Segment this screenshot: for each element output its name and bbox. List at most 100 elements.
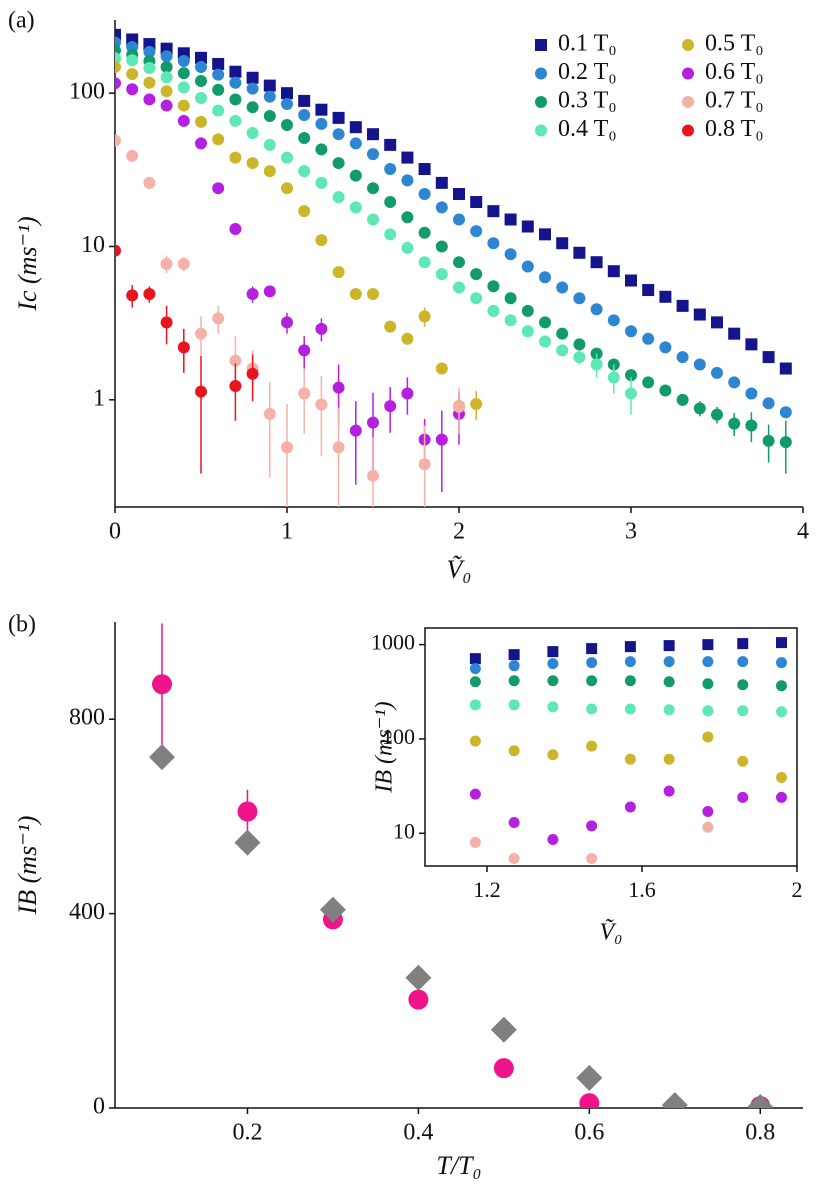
marker-circle [586,657,598,669]
marker-circle [160,316,173,329]
marker-circle [160,257,173,270]
y-tick-label: 1 [93,385,105,411]
x-tick-label: 2 [792,877,803,902]
marker-circle [590,358,603,371]
marker-circle [177,67,190,80]
x-tick-label: 0.4 [403,1120,433,1146]
marker-circle [143,176,156,189]
marker-circle [315,234,328,247]
marker-circle [776,657,787,669]
legend-label: 0.5 T₀ [705,31,764,57]
marker-circle [160,61,173,74]
marker-square [659,290,672,303]
marker-circle [579,1093,600,1108]
marker-square [625,274,637,287]
marker-diamond [661,1092,688,1108]
marker-circle [195,91,207,104]
marker-square [547,646,559,658]
marker-circle [115,244,121,257]
marker-circle [367,469,379,482]
marker-circle [115,52,121,65]
marker-circle [573,338,586,351]
legend-label: 0.1 T₀ [558,31,617,57]
y-axis-label: IB (ms⁻¹) [372,701,398,793]
marker-circle [281,151,293,164]
marker-circle [177,99,190,112]
marker-circle [470,225,483,238]
marker-circle [237,801,258,822]
marker-circle [469,788,481,800]
marker-circle [676,393,689,406]
marker-square [332,111,345,124]
marker-circle [332,191,345,204]
marker-circle [586,703,598,715]
marker-circle [682,67,694,80]
marker-circle [737,791,749,803]
marker-square [745,338,758,351]
marker-square [586,643,598,655]
marker-circle [762,434,775,447]
marker-circle [659,384,672,397]
marker-circle [367,287,379,300]
y-axis-label: Ic (ms⁻¹) [13,216,42,311]
y-tick-label: 100 [69,79,105,105]
marker-circle [315,176,328,189]
marker-square [762,351,775,364]
y-tick-label: 10 [393,818,415,843]
marker-circle [682,39,694,51]
marker-circle [418,256,431,269]
marker-circle [160,85,173,98]
marker-circle [539,335,551,348]
marker-circle [229,151,242,164]
marker-circle [504,314,517,327]
marker-square [469,653,481,665]
marker-circle [469,836,481,848]
marker-circle [469,676,481,688]
marker-circle [435,268,448,281]
marker-circle [401,174,414,187]
marker-circle [315,398,328,411]
marker-circle [521,304,534,317]
marker-circle [401,387,414,400]
marker-diamond [319,896,346,923]
marker-circle [332,157,345,170]
marker-square [418,163,431,176]
marker-square [470,196,483,209]
marker-circle [737,705,749,717]
marker-circle [745,419,758,432]
marker-circle [435,362,448,375]
marker-circle [556,344,569,357]
marker-circle [521,260,534,273]
marker-circle [246,367,259,380]
marker-circle [229,93,242,106]
marker-circle [573,292,586,305]
marker-circle [682,96,694,108]
marker-circle [737,755,749,767]
x-tick-label: 1.6 [628,877,656,902]
marker-circle [624,753,636,765]
marker-circle [663,656,675,668]
marker-circle [229,223,242,236]
x-axis-label: Ṽ₀ [447,555,472,584]
marker-circle [281,182,293,195]
marker-circle [504,248,517,261]
x-tick-label: 4 [797,519,809,545]
marker-circle [663,785,675,797]
marker-square [349,121,362,134]
marker-circle [779,436,792,449]
marker-circle [263,138,276,151]
marker-circle [298,344,311,357]
marker-circle [401,332,414,345]
marker-square [676,299,689,312]
marker-circle [625,387,637,400]
marker-circle [776,772,787,784]
marker-square [298,94,311,107]
marker-circle [126,289,139,302]
marker-circle [246,287,259,300]
marker-square [693,308,706,321]
marker-square [263,79,276,92]
marker-square [573,246,586,259]
marker-square [435,176,448,189]
marker-circle [126,83,139,96]
